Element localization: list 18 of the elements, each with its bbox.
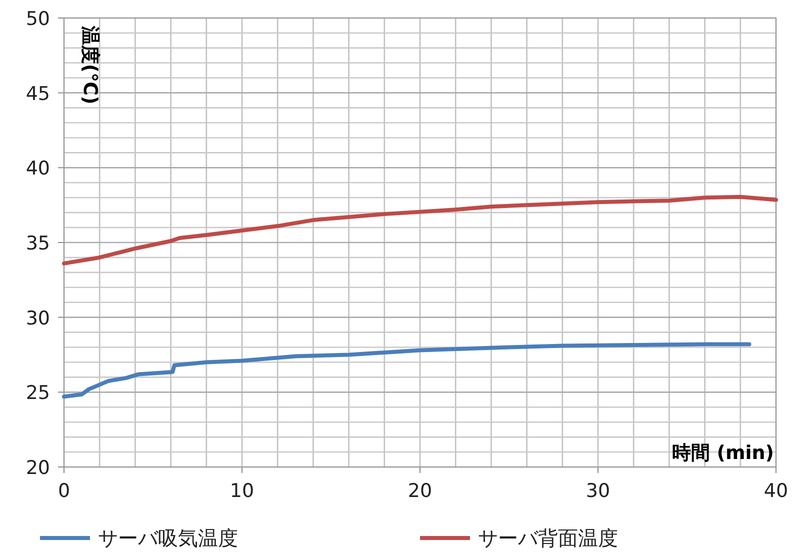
y-tick-label: 35: [26, 232, 50, 254]
legend-label: サーバ吸気温度: [98, 526, 238, 550]
x-axis-title: 時間 (min): [672, 442, 774, 464]
x-tick-label: 40: [764, 480, 788, 502]
y-axis-title: 温度(℃): [79, 25, 101, 104]
line-series: [62, 194, 778, 266]
y-tick-label: 50: [26, 8, 50, 30]
y-tick-label: 45: [26, 82, 50, 105]
x-tick-label: 20: [408, 480, 432, 502]
y-tick-label: 30: [26, 307, 50, 330]
y-tick-label: 40: [26, 158, 50, 180]
x-tick-label: 0: [58, 480, 70, 502]
legend-label: サーバ背面温度: [478, 526, 618, 550]
line-series: [62, 342, 752, 399]
y-tick-label: 25: [26, 382, 50, 404]
y-tick-label: 20: [26, 457, 50, 479]
x-tick-label: 10: [230, 480, 254, 502]
x-tick-label: 30: [586, 480, 610, 502]
